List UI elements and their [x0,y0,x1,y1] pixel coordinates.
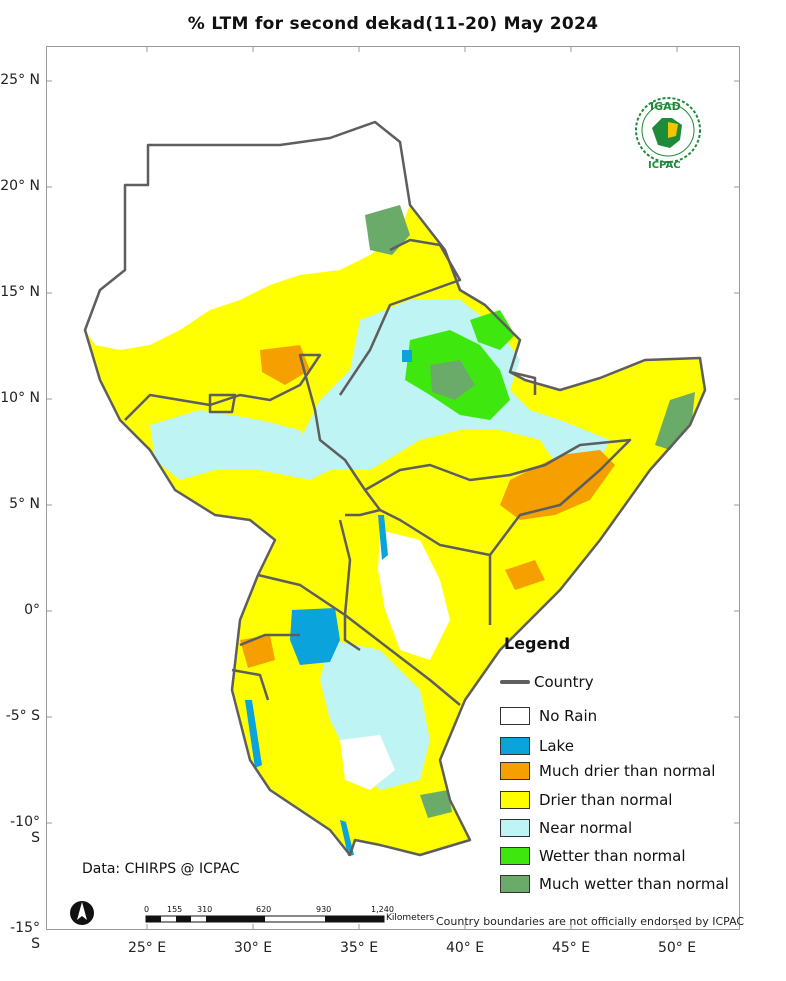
legend-item: Near normal [500,818,632,838]
lake-tana [402,350,412,362]
disclaimer: Country boundaries are not officially en… [436,915,745,928]
region-near-normal-west [150,410,330,480]
scale-tick: 0 [144,905,150,914]
legend-swatch [500,819,530,837]
country-borders [83,120,707,857]
lake-malawi [340,820,354,856]
legend-swatch [500,847,530,865]
logo-bottom-text: ICPAC [648,160,681,171]
lat-label: 20° N [0,178,40,194]
legend-item: Much wetter than normal [500,874,729,894]
logo-top-text: IGAD [650,100,681,113]
north-arrow-icon [70,901,94,925]
lon-label: 25° E [127,940,167,956]
region-much-wetter-tanzania [420,790,452,818]
region-much-drier-south [505,560,545,590]
region-much-drier-somalia [500,450,615,520]
legend-label: Drier than normal [539,791,673,809]
legend-swatch [500,707,530,725]
legend-swatch [500,791,530,809]
region-much-drier-burundi [240,635,275,668]
legend-item: Drier than normal [500,790,672,810]
legend-item: No Rain [500,706,597,726]
lon-label: 35° E [339,940,379,956]
lake-tanganyika [245,700,262,768]
legend-swatch [500,762,530,780]
legend-item: Much drier than normal [500,761,715,781]
legend-item: Wetter than normal [500,846,686,866]
region-no-rain-tanzania [340,735,395,790]
lat-label: -15° S [10,920,40,952]
scale-tick: 620 [256,905,272,914]
map-title: % LTM for second dekad(11-20) May 2024 [187,14,599,34]
lat-label: -10° S [10,814,40,846]
legend-label: Near normal [539,819,633,837]
lat-label: 25° N [0,72,40,88]
lat-label: -5° S [5,708,40,724]
legend-item: Lake [500,736,574,756]
country-line-swatch [500,680,530,684]
lat-label: 0° [24,602,40,618]
legend-label: Wetter than normal [539,847,686,865]
region-much-wetter-ethiopia [430,360,475,400]
lat-label: 10° N [0,390,40,406]
legend-label: Much drier than normal [539,762,716,780]
region-much-wetter-sudan [365,205,410,255]
legend-swatch [500,737,530,755]
legend-label: No Rain [539,707,598,725]
igad-logo-icon [635,97,701,163]
lon-label: 30° E [233,940,273,956]
lon-label: 40° E [445,940,485,956]
region-much-wetter-somalia [655,392,695,450]
region-no-rain-north [85,122,410,350]
scale-unit: Kilometers [386,913,435,923]
grid-ticks [46,46,740,930]
scale-tick: 155 [167,905,183,914]
map-frame [46,46,740,930]
region-much-drier-sudan [260,345,310,385]
lon-label: 45° E [551,940,591,956]
region-wetter-eritrea [470,310,515,350]
scale-tick: 1,240 [371,905,394,914]
scale-tick: 930 [316,905,332,914]
scale-tick: 310 [197,905,213,914]
legend-swatch [500,875,530,893]
lake-victoria [290,608,340,665]
legend-label: Lake [539,737,574,755]
legend-label: Country [534,673,594,691]
data-source: Data: CHIRPS @ ICPAC [82,861,240,877]
scale-bar [145,915,385,923]
lat-label: 5° N [9,496,40,512]
lat-label: 15° N [0,284,40,300]
legend-title: Legend [504,634,571,653]
lake-turkana [378,515,388,560]
region-no-rain-kenya [378,530,450,660]
lon-label: 50° E [657,940,697,956]
legend-label: Much wetter than normal [539,875,729,893]
legend-item-country: Country [500,672,594,692]
